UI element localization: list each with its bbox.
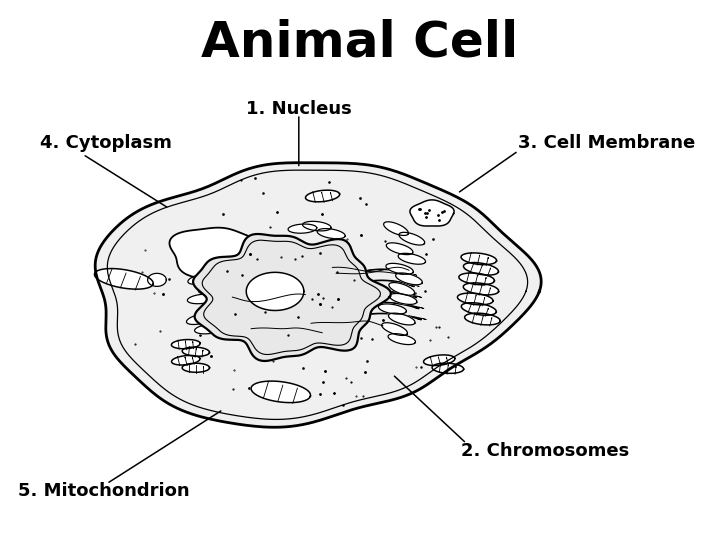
Polygon shape [464,313,500,325]
Polygon shape [182,363,210,372]
Polygon shape [384,222,408,235]
Text: 5. Mitochondrion: 5. Mitochondrion [18,482,189,500]
Polygon shape [459,273,495,285]
Polygon shape [288,224,317,233]
Polygon shape [382,323,408,335]
Polygon shape [171,340,200,349]
Polygon shape [95,163,541,427]
Text: 3. Cell Membrane: 3. Cell Membrane [518,134,696,152]
Polygon shape [188,273,215,285]
Polygon shape [318,228,345,239]
Polygon shape [399,232,425,245]
Polygon shape [199,304,226,314]
Polygon shape [398,253,426,264]
Polygon shape [246,272,304,310]
Polygon shape [193,234,391,361]
Polygon shape [423,355,455,366]
Polygon shape [187,294,216,303]
Polygon shape [182,347,210,356]
Polygon shape [389,282,415,295]
Text: 1. Nucleus: 1. Nucleus [246,100,351,118]
Text: 2. Chromosomes: 2. Chromosomes [461,442,629,460]
Polygon shape [251,381,310,403]
Polygon shape [410,200,454,226]
Polygon shape [194,325,223,334]
Polygon shape [432,363,464,373]
Polygon shape [386,243,413,255]
Polygon shape [302,221,331,231]
Polygon shape [379,304,406,314]
Polygon shape [457,293,493,305]
Polygon shape [395,273,423,285]
Polygon shape [94,268,153,289]
Polygon shape [388,313,415,325]
Text: 4. Cytoplasm: 4. Cytoplasm [40,134,171,152]
Polygon shape [171,355,200,365]
Polygon shape [388,334,415,345]
Polygon shape [461,253,497,265]
Polygon shape [305,190,340,202]
Polygon shape [199,284,226,294]
Polygon shape [386,264,413,274]
Polygon shape [462,303,496,315]
Polygon shape [148,273,166,286]
Text: Animal Cell: Animal Cell [202,19,518,67]
Polygon shape [464,262,498,275]
Polygon shape [463,283,499,295]
Polygon shape [186,314,214,325]
Polygon shape [169,228,264,280]
Polygon shape [390,293,417,305]
